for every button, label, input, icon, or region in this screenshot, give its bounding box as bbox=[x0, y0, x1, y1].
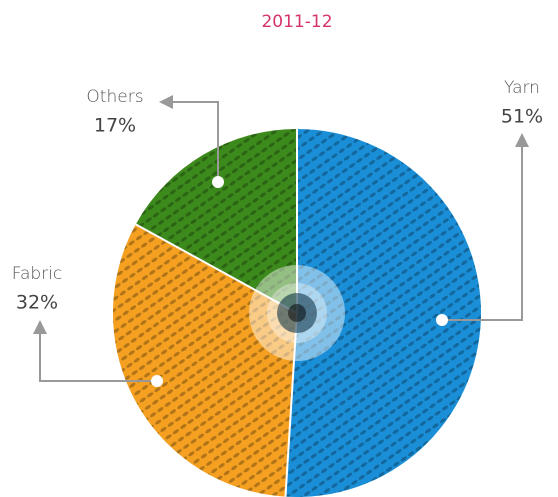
slice-value: 17% bbox=[94, 115, 136, 137]
slice-value: 32% bbox=[16, 292, 58, 314]
callout-line bbox=[159, 95, 219, 182]
slice-texture bbox=[135, 129, 297, 313]
slice-divider bbox=[135, 223, 298, 314]
center-dot bbox=[288, 304, 306, 322]
pie bbox=[112, 129, 481, 497]
callout-dot bbox=[212, 176, 224, 188]
chart-title: 2011-12 bbox=[261, 12, 332, 32]
slice-texture bbox=[285, 129, 481, 497]
slice-label: Yarn bbox=[504, 78, 540, 98]
slice-texture bbox=[112, 224, 297, 497]
callout-dot bbox=[436, 314, 448, 326]
callout-dot bbox=[151, 375, 163, 387]
slice-label: Others bbox=[86, 87, 143, 107]
slice-label: Fabric bbox=[12, 264, 63, 284]
callout-line bbox=[442, 133, 529, 321]
slice-divider bbox=[284, 312, 298, 497]
slice-value: 51% bbox=[501, 106, 543, 128]
callout-line bbox=[33, 320, 157, 382]
